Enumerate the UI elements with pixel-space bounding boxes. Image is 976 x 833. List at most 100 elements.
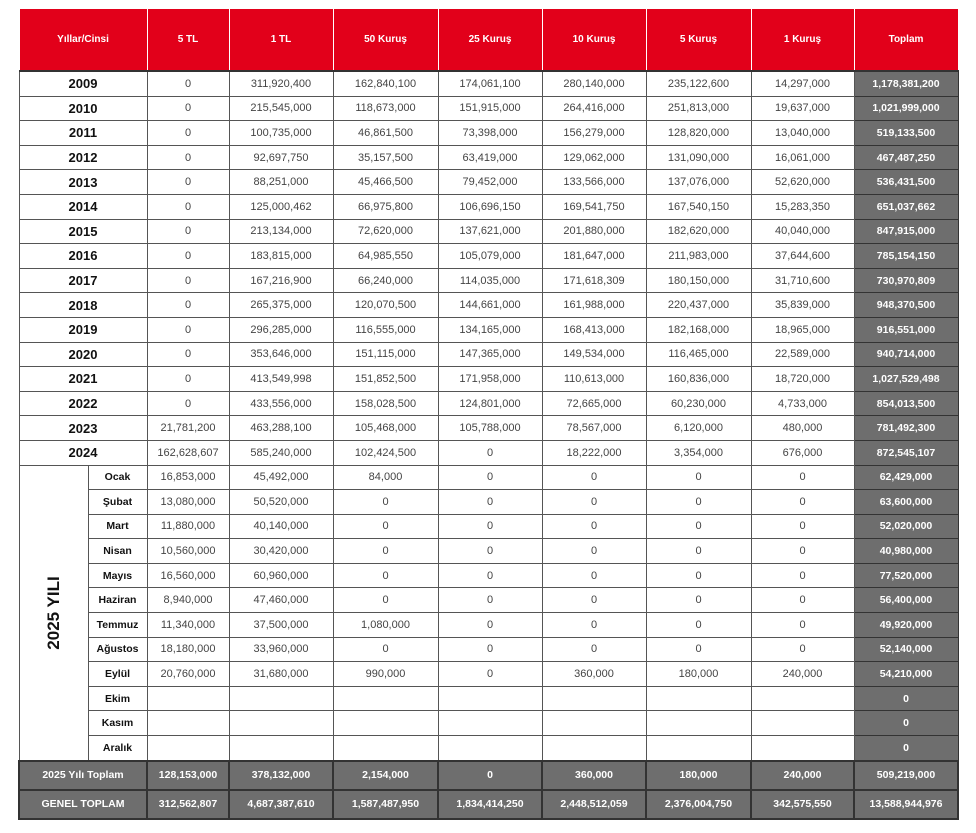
cell: 160,836,000 xyxy=(645,366,752,392)
cell: 0 xyxy=(146,390,230,417)
cell: 0 xyxy=(645,513,752,540)
cell: 0 xyxy=(437,439,543,466)
cell xyxy=(750,710,855,737)
total-cell: 128,153,000 xyxy=(146,759,230,791)
cell: 0 xyxy=(750,612,855,638)
coin-production-table: Yıllar/Cinsi 5 TL 1 TL 50 Kuruş 25 Kuruş 10 K… xyxy=(18,8,959,820)
column-header: 1 Kuruş xyxy=(750,8,855,72)
cell: 64,985,550 xyxy=(332,243,439,269)
cell: 480,000 xyxy=(750,415,855,441)
cell: 149,534,000 xyxy=(541,341,647,368)
total-cell: 2,448,512,059 xyxy=(541,788,647,820)
cell: 0 xyxy=(645,464,752,491)
month-row: Ekim 0 xyxy=(19,685,959,712)
month-row: 2025 YILI Ocak 16,853,000 45,492,000 84,000 0… xyxy=(18,464,959,762)
cell: 37,500,000 xyxy=(228,612,334,638)
cell: 8,940,000 xyxy=(146,587,230,614)
cell: 0 xyxy=(437,489,543,515)
cell: 158,028,500 xyxy=(332,390,439,417)
table-row: 2012 0 92,697,750 35,157,500 63,419,000 129,0… xyxy=(18,144,959,171)
column-header: 50 Kuruş xyxy=(332,8,439,72)
month-label: Mayıs xyxy=(87,562,148,589)
cell: 171,618,309 xyxy=(541,267,647,294)
cell: 147,365,000 xyxy=(437,341,543,368)
year-label: 2012 xyxy=(18,144,148,171)
year-label: 2013 xyxy=(18,169,148,195)
month-label: Nisan xyxy=(87,538,148,564)
table-row: 2024 162,628,607 585,240,000 102,424,500 0 18… xyxy=(18,439,959,466)
column-header: 5 Kuruş xyxy=(645,8,752,72)
cell: 181,647,000 xyxy=(541,243,647,269)
cell: 0 xyxy=(750,562,855,589)
year-label: 2009 xyxy=(18,70,148,97)
cell: 162,628,607 xyxy=(146,439,230,466)
cell: 92,697,750 xyxy=(228,144,334,171)
cell: 0 xyxy=(146,169,230,195)
cell: 124,801,000 xyxy=(437,390,543,417)
cell: 0 xyxy=(645,587,752,614)
year-2025-total-row: 2025 Yılı Toplam 128,153,000 378,132,000 2,… xyxy=(18,759,959,791)
table-row: 2016 0 183,815,000 64,985,550 105,079,000 181… xyxy=(18,243,959,269)
cell: 156,279,000 xyxy=(541,120,647,146)
cell: 433,556,000 xyxy=(228,390,334,417)
cell: 215,545,000 xyxy=(228,95,334,122)
row-total: 40,980,000 xyxy=(853,538,959,564)
column-header: 1 TL xyxy=(228,8,334,72)
cell: 264,416,000 xyxy=(541,95,647,122)
cell: 100,735,000 xyxy=(228,120,334,146)
total-cell: 13,588,944,976 xyxy=(853,788,959,820)
cell: 201,880,000 xyxy=(541,218,647,245)
cell: 88,251,000 xyxy=(228,169,334,195)
row-total: 49,920,000 xyxy=(853,612,959,638)
cell xyxy=(228,685,334,712)
cell: 30,420,000 xyxy=(228,538,334,564)
cell: 11,880,000 xyxy=(146,513,230,540)
cell: 0 xyxy=(645,562,752,589)
month-label: Aralık xyxy=(87,735,148,762)
cell xyxy=(228,735,334,762)
cell: 0 xyxy=(437,562,543,589)
cell: 33,960,000 xyxy=(228,636,334,663)
cell: 0 xyxy=(146,95,230,122)
year-label: 2022 xyxy=(18,390,148,417)
cell: 240,000 xyxy=(750,661,855,687)
cell: 0 xyxy=(750,513,855,540)
table-row: 2013 0 88,251,000 45,466,500 79,452,000 133,5… xyxy=(18,169,959,195)
cell xyxy=(437,710,543,737)
cell: 211,983,000 xyxy=(645,243,752,269)
cell: 11,340,000 xyxy=(146,612,230,638)
year-label: 2015 xyxy=(18,218,148,245)
grand-total-row: GENEL TOPLAM 312,562,807 4,687,387,610 1,58… xyxy=(18,788,959,820)
cell: 118,673,000 xyxy=(332,95,439,122)
cell: 0 xyxy=(332,587,439,614)
cell: 73,398,000 xyxy=(437,120,543,146)
cell: 151,115,000 xyxy=(332,341,439,368)
cell xyxy=(750,735,855,762)
month-row: Temmuz 11,340,000 37,500,000 1,080,000 0 0 0 0 4… xyxy=(19,612,959,638)
cell xyxy=(645,685,752,712)
cell: 0 xyxy=(437,464,543,491)
cell: 265,375,000 xyxy=(228,292,334,318)
row-total: 872,545,107 xyxy=(853,439,959,466)
cell: 0 xyxy=(332,562,439,589)
row-total: 1,027,529,498 xyxy=(853,366,959,392)
cell: 0 xyxy=(146,316,230,343)
cell: 13,080,000 xyxy=(146,489,230,515)
cell: 174,061,100 xyxy=(437,70,543,97)
cell: 0 xyxy=(146,366,230,392)
total-cell: 509,219,000 xyxy=(853,759,959,791)
cell: 131,090,000 xyxy=(645,144,752,171)
cell: 105,788,000 xyxy=(437,415,543,441)
cell: 0 xyxy=(332,538,439,564)
cell: 66,240,000 xyxy=(332,267,439,294)
cell: 125,000,462 xyxy=(228,193,334,220)
total-cell: 1,587,487,950 xyxy=(332,788,439,820)
cell: 360,000 xyxy=(541,661,647,687)
cell: 0 xyxy=(750,464,855,491)
cell: 0 xyxy=(437,612,543,638)
month-row: Ağustos 18,180,000 33,960,000 0 0 0 0 0 52,140,0… xyxy=(19,636,959,663)
column-header: 25 Kuruş xyxy=(437,8,543,72)
cell: 0 xyxy=(645,489,752,515)
table-row: 2021 0 413,549,998 151,852,500 171,958,000 11… xyxy=(18,366,959,392)
row-total: 0 xyxy=(853,735,959,762)
